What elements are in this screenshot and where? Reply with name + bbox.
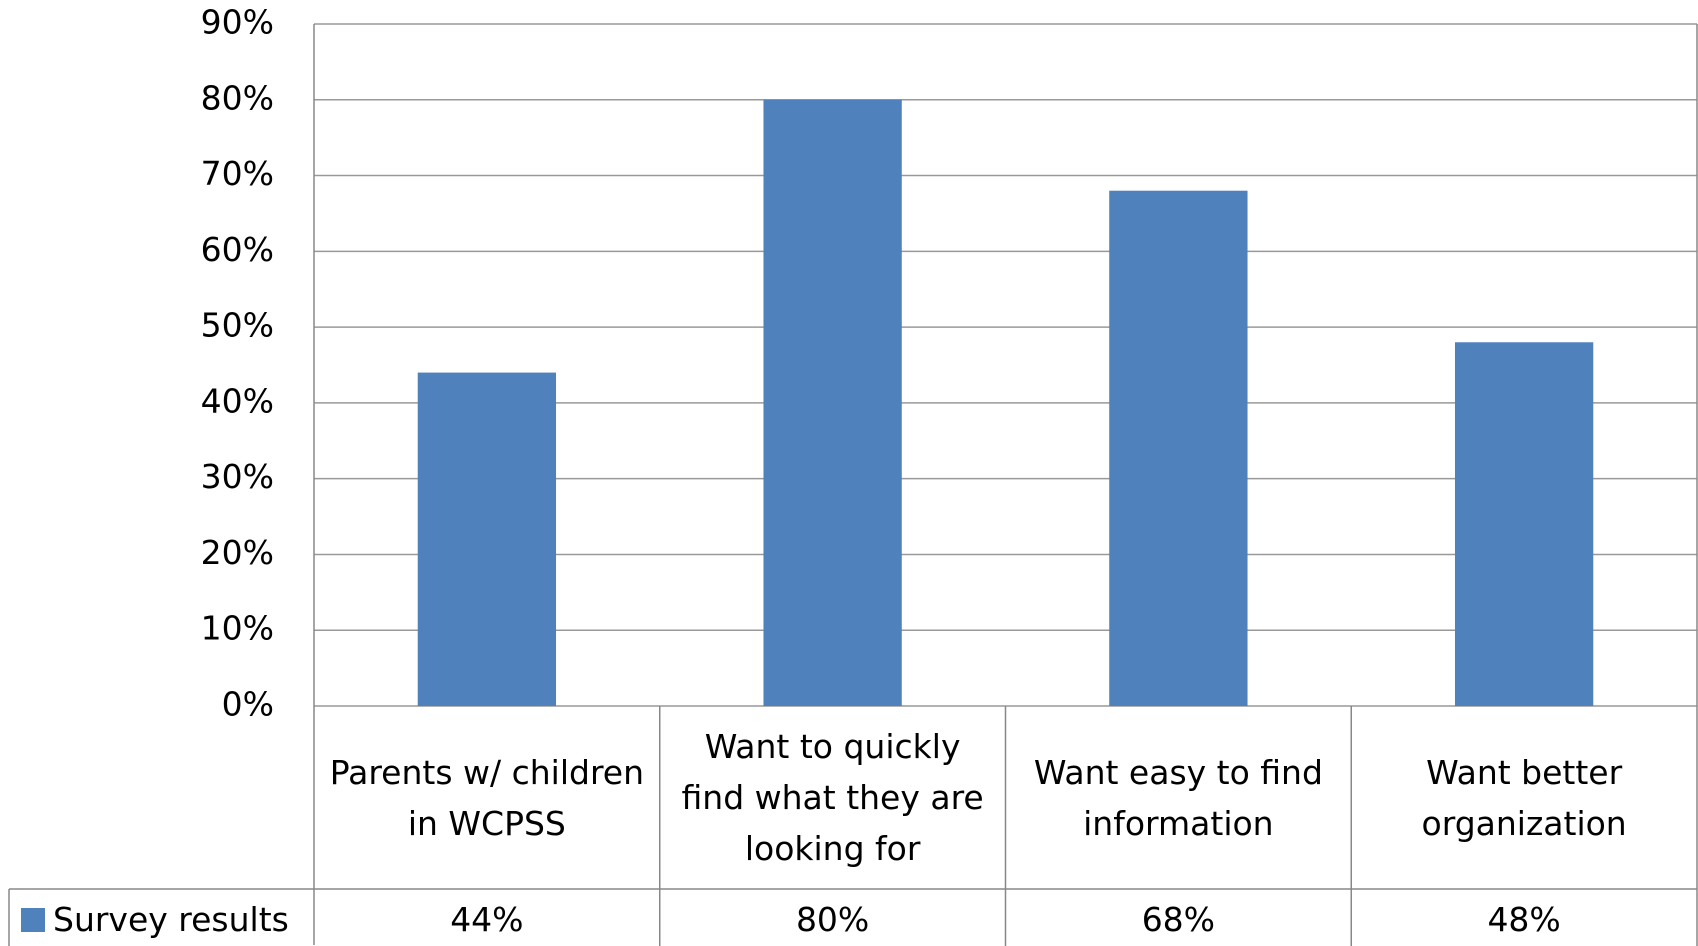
- bar: [417, 372, 557, 706]
- value-label: 48%: [1487, 899, 1561, 939]
- y-tick-label: 0%: [222, 685, 274, 724]
- y-tick-label: 80%: [201, 78, 274, 117]
- value-label: 44%: [450, 899, 524, 939]
- x-tick-label: Parents w/ children in WCPSS: [329, 752, 645, 843]
- y-tick-label: 70%: [201, 154, 274, 193]
- x-tick-label: Want easy to find information: [1033, 752, 1323, 843]
- y-tick-label: 50%: [201, 306, 274, 345]
- value-label: 68%: [1141, 899, 1216, 939]
- y-tick-label: 10%: [201, 609, 274, 648]
- legend-label: Survey results: [53, 899, 289, 939]
- bar: [1109, 190, 1248, 706]
- legend-swatch: [21, 908, 45, 932]
- value-label: 80%: [795, 899, 870, 939]
- y-tick-label: 90%: [201, 3, 274, 42]
- y-tick-label: 40%: [201, 381, 274, 420]
- y-tick-label: 30%: [201, 457, 274, 496]
- y-tick-label: 20%: [201, 533, 274, 572]
- x-tick-label: Want better organization: [1421, 752, 1627, 843]
- y-tick-label: 60%: [201, 230, 274, 269]
- bar: [1454, 342, 1594, 706]
- bar: [763, 99, 902, 707]
- x-tick-label: Want to quickly find what they are looki…: [681, 727, 984, 868]
